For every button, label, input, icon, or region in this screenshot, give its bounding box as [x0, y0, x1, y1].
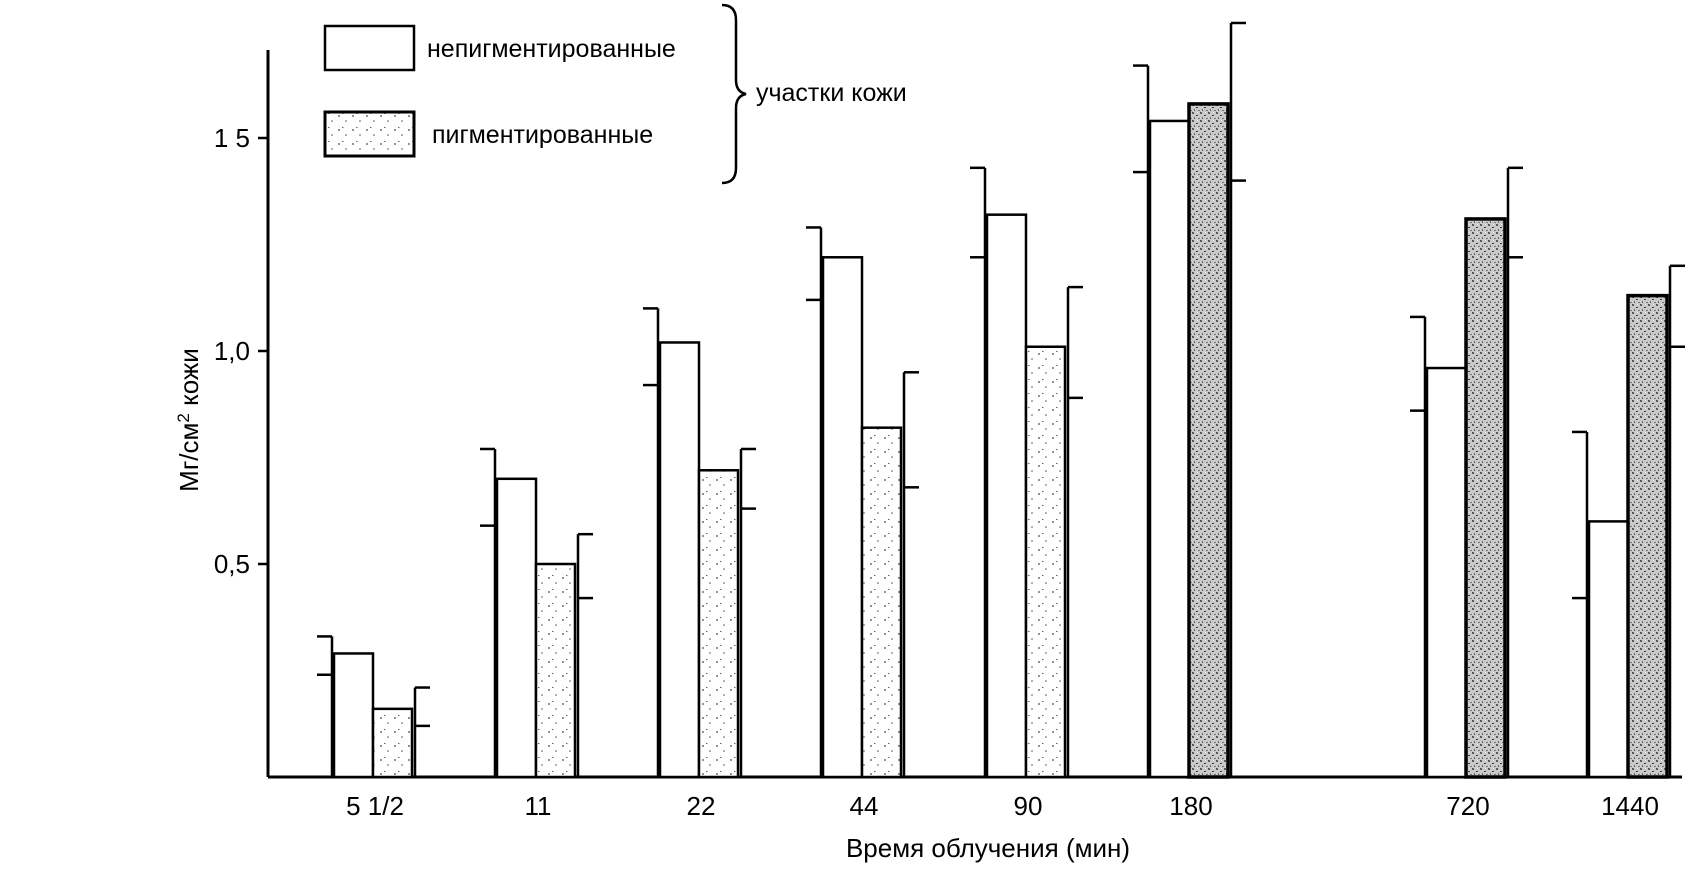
- category-label: 90: [1014, 791, 1043, 821]
- bar-unpigmented: [495, 477, 538, 779]
- bar-pigmented: [1187, 102, 1230, 779]
- bar-pigmented: [1024, 345, 1067, 779]
- bar-unpigmented: [1587, 520, 1630, 779]
- y-tick-label: 0,5: [214, 549, 250, 579]
- bar-unpigmented: [1425, 366, 1468, 779]
- bar-pigmented: [1626, 293, 1669, 779]
- category-label: 5 1/2: [346, 791, 404, 821]
- x-axis-title: Время облучения (мин): [846, 833, 1130, 863]
- y-tick-label: 1,0: [214, 336, 250, 366]
- y-axis-title-main: Мг/см: [174, 423, 204, 492]
- category-label: 180: [1169, 791, 1212, 821]
- bar-pigmented: [371, 707, 414, 779]
- y-axis-title-rest: кожи: [174, 348, 204, 413]
- category-label: 22: [687, 791, 716, 821]
- legend-swatch-pigmented: [323, 110, 416, 158]
- category-label: 11: [525, 791, 552, 821]
- bar-unpigmented: [332, 652, 375, 779]
- legend-swatch-unpigmented: [323, 24, 416, 72]
- legend: непигментированные пигментированные учас…: [323, 3, 907, 185]
- y-tick-label: 1 5: [214, 123, 250, 153]
- bar-unpigmented: [821, 256, 864, 779]
- legend-group-label: участки кожи: [756, 79, 907, 107]
- category-label: 44: [850, 791, 879, 821]
- bar-unpigmented: [1148, 119, 1191, 779]
- legend-label-unpigmented: непигментированные: [427, 35, 676, 63]
- bar-pigmented: [860, 426, 903, 779]
- bar-pigmented: [1464, 217, 1507, 779]
- bar-unpigmented: [985, 213, 1028, 779]
- y-ticks: 0,5 1,0 1 5: [214, 123, 268, 579]
- y-axis-title-sup: 2: [174, 413, 193, 422]
- y-axis-title: Мг/см2 кожи: [174, 348, 205, 492]
- bar-pigmented: [697, 469, 740, 779]
- legend-brace: [721, 3, 747, 185]
- category-label: 720: [1446, 791, 1489, 821]
- category-labels: 5 1/2 11 22 44 90 180 720 1440: [346, 791, 1659, 821]
- bar-pigmented: [534, 562, 577, 779]
- bars: [317, 21, 1685, 779]
- category-label: 1440: [1601, 791, 1659, 821]
- bar-unpigmented: [658, 341, 701, 779]
- legend-label-pigmented: пигментированные: [432, 121, 653, 149]
